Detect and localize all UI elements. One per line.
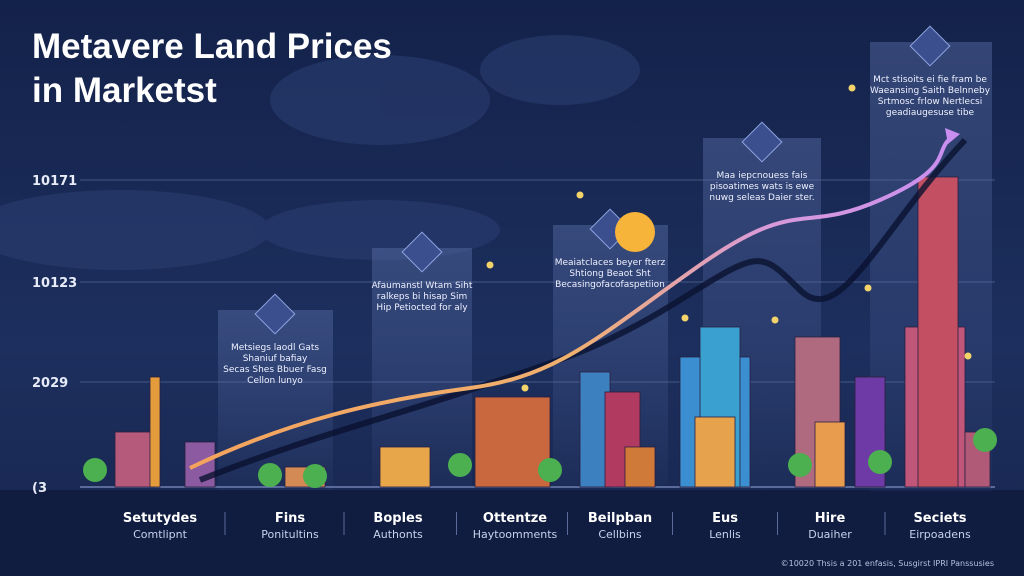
star (681, 314, 689, 322)
category-sub: Lenlis (709, 528, 741, 541)
building (474, 396, 551, 488)
star (964, 352, 972, 360)
category-name: Hire (815, 511, 846, 526)
cloud (0, 190, 270, 270)
callout-text: Hip Petiocted for aly (376, 303, 468, 313)
callout-text: Cellon lunyo (247, 376, 303, 386)
category-sub: Duaiher (808, 528, 852, 541)
category-sub: Ponitultins (261, 528, 319, 541)
building (814, 421, 846, 488)
tree (258, 463, 282, 487)
clouds (0, 35, 640, 270)
callout-text: Afaumanstl Wtam Siht (372, 281, 473, 291)
category-sub: Cellbins (598, 528, 642, 541)
callout-icon (254, 293, 296, 335)
tree (868, 450, 892, 474)
star (521, 384, 529, 392)
building (694, 416, 736, 488)
building (917, 176, 959, 488)
category-sub: Haytoomments (473, 528, 558, 541)
category-sub: Authonts (373, 528, 423, 541)
callout-text: pisoatimes wats is ewe (710, 182, 815, 192)
callout-text: Shaniuf bafiay (243, 354, 308, 364)
callout-text: Srtmosc frlow Nertlecsi (878, 97, 982, 107)
cloud (480, 35, 640, 105)
callout-text: Waeansing Saith Belnneby (870, 86, 991, 96)
callout-text: Secas Shes Bbuer Fasg (223, 365, 327, 375)
star (771, 316, 779, 324)
trend-shadow (198, 137, 968, 483)
category-name: Ottentze (483, 511, 547, 526)
callout-text: geadiaugesuse tibe (886, 108, 975, 118)
category-sub: Comtlipnt (133, 528, 188, 541)
building (149, 376, 161, 488)
category-name: Eus (712, 511, 738, 526)
callout-text: Maa iepcnouess fais (717, 171, 808, 181)
category-name: Boples (373, 511, 422, 526)
skyline (83, 176, 997, 488)
sun (615, 212, 655, 252)
trend-line (189, 133, 957, 470)
cloud (260, 200, 500, 260)
callout-icon (401, 231, 443, 273)
footer: ©10020 Thsis a 201 enfasis, Susgirst IPR… (781, 559, 994, 568)
arrow-head (945, 128, 960, 144)
star (864, 284, 872, 292)
building (114, 431, 156, 488)
tree (448, 453, 472, 477)
callout-text: Shtiong Beaot Sht (569, 269, 651, 279)
callout-text: Meaiatclaces beyer fterz (555, 258, 666, 268)
category-name: Beilpban (588, 511, 652, 526)
category-name: Fins (275, 511, 306, 526)
category-sub: Eirpoadens (909, 528, 971, 541)
category-name: Seciets (913, 511, 966, 526)
star (576, 191, 584, 199)
y-axis-label: 2029 (32, 376, 68, 391)
building (379, 446, 431, 488)
y-axis-label: 10171 (32, 174, 77, 189)
star (848, 84, 856, 92)
tree (538, 458, 562, 482)
tree (788, 453, 812, 477)
tree (303, 464, 327, 488)
tree (973, 428, 997, 452)
title-line: Metavere Land Prices (32, 27, 392, 66)
y-axis-label: 10123 (32, 276, 77, 291)
callout-text: nuwg seleas Daier ster. (709, 193, 814, 203)
callout-icon (741, 121, 783, 163)
callout-text: Mct stisoits ei fie fram be (873, 75, 987, 85)
callout-icon (909, 25, 951, 67)
callout-text: ralkeps bi hisap Sim (377, 292, 467, 302)
callout-panel (218, 310, 333, 490)
label-band (0, 490, 1024, 576)
star (486, 261, 494, 269)
callout-text: Metsiegs laodl Gats (231, 343, 319, 353)
y-axis-label: (3 (32, 481, 47, 496)
title-line: in Marketst (32, 71, 217, 110)
cloud (270, 55, 490, 145)
callout-text: Becasingofacofaspetiion (555, 280, 665, 290)
tree (83, 458, 107, 482)
building (624, 446, 656, 488)
category-name: Setutydes (123, 511, 197, 526)
